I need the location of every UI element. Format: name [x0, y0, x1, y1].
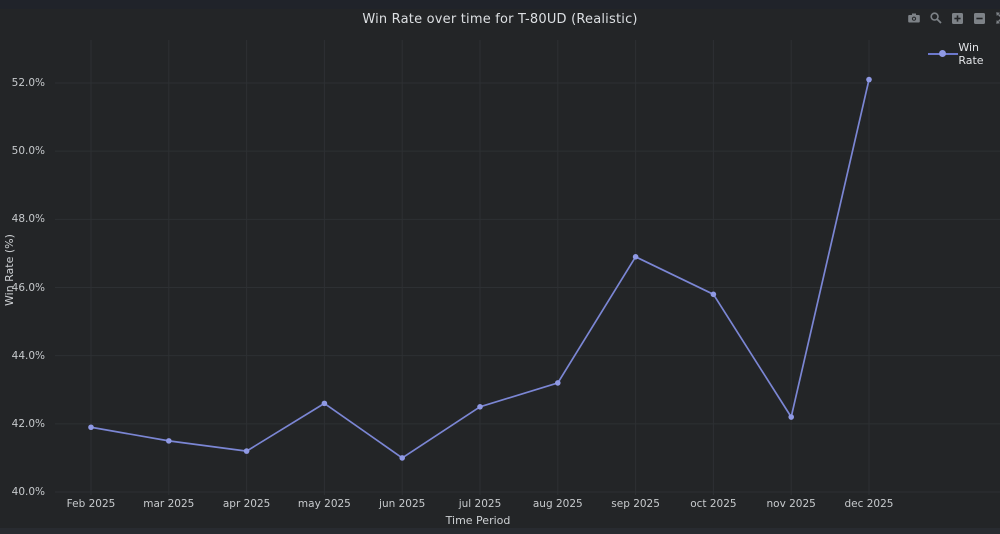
data-point-marker — [477, 403, 483, 410]
y-tick-label: 42.0% — [11, 417, 45, 430]
bottom-strip — [0, 528, 1000, 534]
y-tick-label: 50.0% — [11, 145, 45, 158]
x-tick-label: jun 2025 — [379, 498, 426, 510]
x-tick-label: mar 2025 — [143, 498, 195, 510]
y-tick-label: 46.0% — [11, 281, 45, 294]
data-point-marker — [555, 380, 561, 386]
data-point-marker — [710, 291, 717, 298]
x-tick-label: apr 2025 — [222, 498, 271, 510]
zoom-in-icon[interactable] — [949, 10, 966, 27]
camera-icon[interactable] — [905, 10, 922, 27]
y-tick-label: 44.0% — [11, 349, 45, 362]
x-tick-label: oct 2025 — [690, 498, 737, 510]
data-point-marker — [166, 438, 172, 444]
x-tick-label: jul 2025 — [458, 498, 502, 510]
legend-line-marker-icon — [928, 48, 958, 60]
data-point-marker — [788, 414, 794, 420]
y-tick-label: 52.0% — [11, 77, 45, 89]
chart-title: Win Rate over time for T-80UD (Realistic… — [362, 12, 638, 27]
x-tick-label: Feb 2025 — [66, 498, 116, 510]
data-point-marker — [632, 254, 639, 260]
zoom-icon[interactable] — [927, 10, 944, 27]
x-tick-label: nov 2025 — [766, 498, 816, 510]
legend-item-label: Win Rate — [958, 41, 984, 67]
x-tick-label: sep 2025 — [611, 498, 660, 510]
x-tick-label: dec 2025 — [844, 498, 894, 510]
x-axis-title: Time Period — [445, 514, 511, 527]
autoscale-icon[interactable] — [993, 10, 1000, 27]
zoom-out-icon[interactable] — [971, 10, 988, 27]
y-axis-title: Win Rate (%) — [3, 234, 16, 306]
y-tick-label: 40.0% — [11, 486, 45, 498]
data-point-marker — [866, 76, 872, 83]
data-point-marker — [321, 400, 328, 407]
data-point-marker — [88, 424, 94, 431]
top-strip — [0, 0, 1000, 9]
legend[interactable]: Win Rate — [928, 41, 1000, 67]
y-tick-label: 48.0% — [11, 213, 45, 226]
data-point-marker — [399, 455, 406, 461]
data-point-marker — [243, 448, 250, 454]
plot-toolbar — [905, 9, 1000, 27]
x-tick-label: may 2025 — [297, 498, 351, 510]
x-tick-label: aug 2025 — [532, 498, 583, 510]
